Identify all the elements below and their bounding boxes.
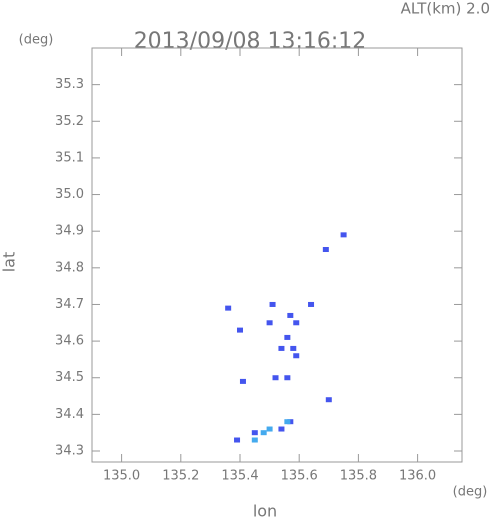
echo-point <box>269 301 276 307</box>
x-tick-label: 136.0 <box>399 469 436 484</box>
echo-point <box>278 345 285 351</box>
echo-point <box>266 426 273 432</box>
x-unit: (deg) <box>453 485 488 500</box>
echo-point <box>290 345 297 351</box>
echo-point <box>225 305 232 311</box>
y-tick-label: 34.8 <box>55 260 84 275</box>
y-tick-label: 35.1 <box>55 150 84 165</box>
echo-point <box>260 430 267 436</box>
echo-point <box>340 232 347 238</box>
x-tick-label: 135.2 <box>162 469 199 484</box>
echo-point <box>284 334 291 340</box>
y-tick-label: 34.4 <box>55 407 84 422</box>
y-tick-label: 34.3 <box>55 444 84 459</box>
echo-point <box>293 320 300 326</box>
echo-point <box>325 397 332 403</box>
x-tick-label: 135.8 <box>340 469 377 484</box>
echo-point <box>239 378 246 384</box>
echo-point <box>308 301 315 307</box>
plot-frame <box>91 47 463 463</box>
chart-title: 2013/09/08 13:16:12 <box>134 29 367 54</box>
y-unit: (deg) <box>19 33 54 48</box>
echo-point <box>237 327 243 333</box>
echo-point <box>284 419 291 425</box>
echo-point <box>322 247 329 253</box>
y-tick-label: 34.5 <box>55 370 84 385</box>
echo-point <box>293 353 300 359</box>
echo-point <box>272 375 279 381</box>
echo-point <box>251 437 258 443</box>
x-tick-label: 135.0 <box>103 469 140 484</box>
echo-point <box>287 312 294 318</box>
y-tick-label: 34.7 <box>55 297 84 312</box>
y-tick-label: 35.0 <box>55 187 84 202</box>
subtitle: ALT(km) 2.0 <box>401 0 490 18</box>
x-tick-label: 135.4 <box>221 469 258 484</box>
x-tick-label: 135.6 <box>281 469 318 484</box>
y-tick-label: 35.2 <box>55 114 84 129</box>
echo-point <box>278 426 285 432</box>
echo-point <box>284 375 291 381</box>
y-tick-label: 35.3 <box>55 77 84 92</box>
y-tick-label: 34.9 <box>55 224 84 239</box>
echo-point <box>234 437 241 443</box>
y-tick-label: 34.6 <box>55 334 84 349</box>
y-axis-label: lat <box>0 252 19 273</box>
x-axis-label: lon <box>253 502 277 521</box>
echo-point <box>266 320 273 326</box>
echo-point <box>251 430 258 436</box>
